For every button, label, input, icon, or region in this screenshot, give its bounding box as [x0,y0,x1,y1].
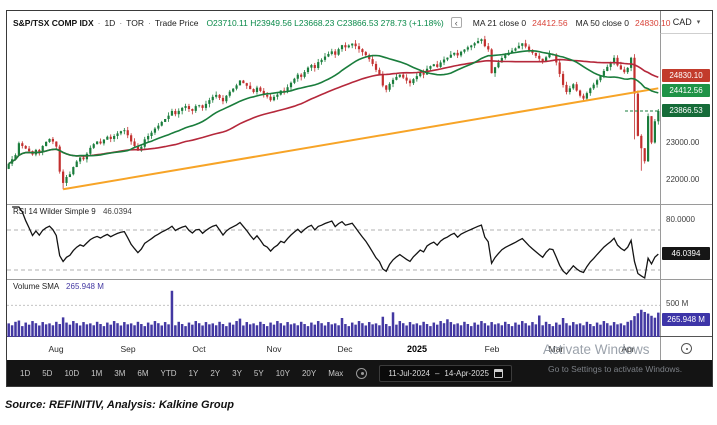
rsi-panel-row: RSI 14 Wilder Simple 9 46.0394 80.0000 4… [7,204,712,280]
interval-label: 1D [104,17,116,28]
rsi-legend-label: RSI 14 Wilder Simple 9 [13,207,96,216]
chart-widget: S&P/TSX COMP IDX · 1D · TOR · Trade Pric… [6,10,713,387]
volume-legend-value: 265.948 M [66,282,104,291]
go-to-date-icon[interactable] [356,367,368,379]
range-toolbar: 1D 5D 10D 1M 3M 6M YTD 1Y 2Y 3Y 5Y 10Y 20Y Max 11-Jul… [7,360,712,386]
ma21-legend-value: 24412.56 [532,17,568,28]
ohlc-values: O23710.11 H23949.56 L23668.23 C23866.53 … [206,17,444,28]
currency-value: CAD [672,17,692,27]
volume-legend: Volume SMA 265.948 M [13,282,104,291]
range-button-6m[interactable]: 6M [137,368,149,378]
range-button-3y[interactable]: 3Y [232,368,242,378]
price-type-label: Trade Price [154,17,199,28]
range-button-20y[interactable]: 20Y [301,368,317,378]
chart-legend: S&P/TSX COMP IDX · 1D · TOR · Trade Pric… [7,17,670,28]
time-axis[interactable]: Aug Sep Oct Nov Dec 2025 Feb Mar Apr [7,337,660,360]
ma50-price-badge: 24830.10 [662,69,710,82]
ma50-legend-value: 24830.10 [635,17,671,28]
time-axis-label-apr: Apr [621,344,635,354]
rsi-axis[interactable]: 80.0000 46.0394 [660,205,712,279]
volume-panel[interactable]: Volume SMA 265.948 M [7,280,660,337]
range-button-5d[interactable]: 5D [42,368,53,378]
date-from: 11-Jul-2024 [388,368,430,378]
range-button-1d[interactable]: 1D [20,368,31,378]
currency-dropdown[interactable]: CAD ▾ [660,11,712,34]
ma21-price-badge: 24412.56 [662,84,710,97]
range-button-5y[interactable]: 5Y [253,368,264,378]
price-chart-canvas[interactable] [7,34,660,204]
date-range-picker[interactable]: 11-Jul-2024 – 14-Apr-2025 [379,364,512,382]
price-tick-22000: 22000.00 [666,175,700,184]
source-attribution: Source: REFINITIV, Analysis: Kalkine Gro… [5,399,235,411]
rsi-chart-canvas[interactable] [7,205,660,280]
rsi-tick-80: 80.0000 [666,215,695,224]
rsi-legend-value: 46.0394 [102,207,132,216]
last-price-badge: 23866.53 [662,104,710,117]
time-axis-label-oct: Oct [192,344,206,354]
volume-tick-500m: 500 M [666,299,689,308]
range-button-10d[interactable]: 10D [64,368,80,378]
volume-axis[interactable]: 500 M 265.948 M [660,280,712,336]
exchange-label: TOR [126,17,144,28]
rsi-legend: RSI 14 Wilder Simple 9 46.0394 [13,207,132,216]
time-axis-label-sep: Sep [120,344,136,354]
range-button-2y[interactable]: 2Y [210,368,221,378]
timeframe-buttons: 1D 5D 10D 1M 3M 6M YTD 1Y 2Y 3Y 5Y 10Y 20Y Max [15,366,348,381]
volume-panel-row: Volume SMA 265.948 M 500 M 265.948 M [7,279,712,337]
date-to: 14-Apr-2025 [444,368,489,378]
range-button-max[interactable]: Max [328,368,344,378]
separator-dot: · [97,17,101,28]
time-axis-label-2025: 2025 [406,344,428,354]
axis-settings-button[interactable] [660,337,712,360]
chevron-down-icon: ▾ [696,19,701,26]
range-button-ytd[interactable]: YTD [160,368,177,378]
price-tick-23000: 23000.00 [666,138,700,147]
date-range-separator: – [434,368,440,378]
range-button-10y[interactable]: 10Y [275,368,290,378]
time-axis-label-feb: Feb [484,344,500,354]
ma50-legend-label: MA 50 close 0 [575,17,629,28]
range-button-1m[interactable]: 1M [91,368,103,378]
chart-header: S&P/TSX COMP IDX · 1D · TOR · Trade Pric… [7,11,712,34]
time-axis-label-nov: Nov [266,344,282,354]
time-axis-label-dec: Dec [337,344,353,354]
time-axis-label-mar: Mar [548,344,564,354]
range-button-1y[interactable]: 1Y [188,368,199,378]
separator-dot: · [147,17,151,28]
time-axis-row: Aug Sep Oct Nov Dec 2025 Feb Mar Apr [7,336,712,360]
symbol-title: S&P/TSX COMP IDX [13,17,94,28]
separator-dot: · [119,17,123,28]
price-panel[interactable] [7,34,660,204]
rsi-panel[interactable]: RSI 14 Wilder Simple 9 46.0394 [7,205,660,280]
volume-legend-label: Volume SMA [13,282,59,291]
volume-chart-canvas[interactable] [7,280,660,337]
clock-icon [681,343,692,354]
rsi-value-badge: 46.0394 [662,247,710,260]
ma21-legend-label: MA 21 close 0 [472,17,527,28]
time-axis-label-aug: Aug [48,344,64,354]
volume-sma-badge: 265.948 M [662,313,710,326]
price-axis[interactable]: 24830.10 24412.56 23866.53 23000.00 2200… [660,34,712,204]
legend-collapse-button[interactable]: ‹ [450,17,462,28]
range-button-3m[interactable]: 3M [114,368,126,378]
price-panel-row: 24830.10 24412.56 23866.53 23000.00 2200… [7,34,712,204]
calendar-icon [493,368,503,378]
